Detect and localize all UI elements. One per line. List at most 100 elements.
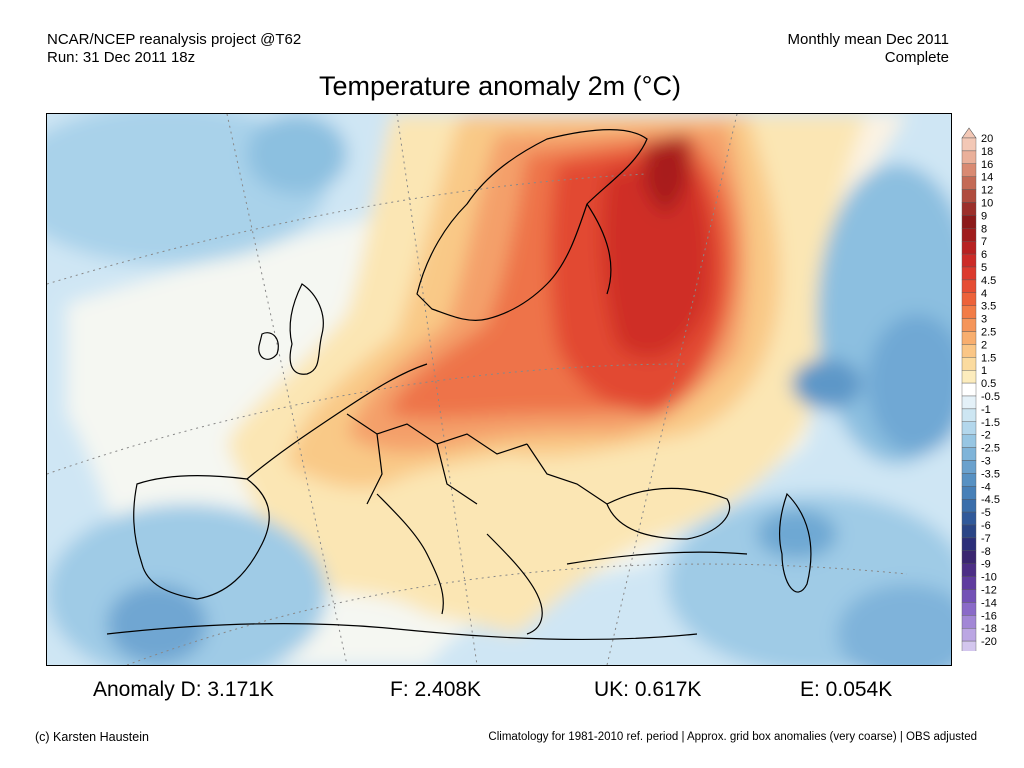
colorbar-label: -1.5 (981, 417, 1000, 429)
colorbar-label: 5 (981, 262, 987, 274)
colorbar-swatch (961, 640, 977, 651)
colorbar-label: 8 (981, 223, 987, 235)
anomaly-map (46, 113, 952, 666)
colorbar-label: 2.5 (981, 327, 996, 339)
colorbar-label: -18 (981, 623, 997, 635)
colorbar-label: -0.5 (981, 391, 1000, 403)
colorbar-label: -16 (981, 610, 997, 622)
colorbar-swatch (961, 589, 977, 603)
header-right: Monthly mean Dec 2011 Complete (788, 31, 949, 67)
colorbar-swatch (961, 460, 977, 474)
colorbar-swatch (961, 447, 977, 461)
colorbar: 201816141210987654.543.532.521.510.5-0.5… (961, 127, 1000, 651)
colorbar-label: -20 (981, 636, 997, 648)
colorbar-swatch (961, 563, 977, 577)
colorbar-swatch (961, 331, 977, 345)
colorbar-arrow-top (961, 127, 977, 139)
stat-uk: UK: 0.617K (594, 678, 702, 701)
status-label: Complete (884, 49, 949, 66)
colorbar-swatch (961, 473, 977, 487)
colorbar-label: -6 (981, 520, 991, 532)
colorbar-label: 3.5 (981, 301, 996, 313)
run-label: Run: 31 Dec 2011 18z (47, 49, 196, 66)
coastlines (106, 128, 812, 641)
colorbar-swatch (961, 421, 977, 435)
stat-france: F: 2.408K (390, 678, 482, 701)
colorbar-label: 7 (981, 236, 987, 248)
colorbar-swatch (961, 253, 977, 268)
colorbar-swatch (961, 408, 977, 422)
colorbar-label: 14 (981, 172, 993, 184)
colorbar-swatch (961, 266, 977, 281)
colorbar-label: 0.5 (981, 378, 996, 390)
colorbar-swatch (961, 305, 977, 319)
colorbar-label: 18 (981, 146, 993, 158)
colorbar-swatch (961, 382, 977, 397)
colorbar-label: -1 (981, 404, 991, 416)
colorbar-swatch (961, 344, 977, 358)
colorbar-swatch (961, 615, 977, 629)
stat-anomaly-de: Anomaly D: 3.171K (93, 678, 274, 701)
colorbar-swatch (961, 292, 977, 306)
header-left: NCAR/NCEP reanalysis project @T62 Run: 3… (47, 31, 301, 67)
colorbar-label: -14 (981, 597, 997, 609)
colorbar-label: 2 (981, 339, 987, 351)
graticule (47, 114, 908, 665)
colorbar-swatch (961, 357, 977, 371)
colorbar-swatch (961, 602, 977, 616)
colorbar-label: -7 (981, 533, 991, 545)
colorbar-label: -9 (981, 559, 991, 571)
colorbar-swatch (961, 150, 977, 164)
colorbar-swatch (961, 499, 977, 513)
map-title: Temperature anomaly 2m (°C) (319, 71, 681, 101)
anomaly-field (47, 114, 951, 665)
colorbar-swatch (961, 318, 977, 332)
colorbar-swatch (961, 434, 977, 448)
colorbar-swatch (961, 511, 977, 526)
colorbar-swatch (961, 550, 977, 564)
colorbar-swatch (961, 628, 977, 642)
colorbar-label: -3.5 (981, 468, 1000, 480)
colorbar-label: 1.5 (981, 352, 996, 364)
colorbar-labels: 201816141210987654.543.532.521.510.5-0.5… (981, 133, 1000, 648)
colorbar-label: 16 (981, 159, 993, 171)
colorbar-label: -3 (981, 456, 991, 468)
stat-spain: E: 0.054K (800, 678, 893, 701)
colorbar-swatch (961, 395, 977, 410)
colorbar-label: -2 (981, 430, 991, 442)
colorbar-swatch (961, 189, 977, 203)
colorbar-label: -10 (981, 572, 997, 584)
source-label: NCAR/NCEP reanalysis project @T62 (47, 31, 302, 48)
colorbar-swatch (961, 202, 977, 216)
colorbar-swatch (961, 176, 977, 190)
colorbar-label: -2.5 (981, 443, 1000, 455)
period-label: Monthly mean Dec 2011 (787, 31, 949, 48)
colorbar-swatch (961, 279, 977, 293)
footnote: Climatology for 1981-2010 ref. period | … (488, 731, 977, 743)
anomaly-map-canvas (47, 114, 951, 665)
colorbar-swatch (961, 163, 977, 177)
colorbar-label: 9 (981, 210, 987, 222)
colorbar-swatches (961, 127, 977, 651)
colorbar-label: 3 (981, 314, 987, 326)
colorbar-swatch (961, 137, 977, 152)
colorbar-swatch (961, 228, 977, 242)
colorbar-swatch (961, 537, 977, 551)
colorbar-label: 4.5 (981, 275, 996, 287)
colorbar-label: 4 (981, 288, 987, 300)
colorbar-label: 10 (981, 198, 993, 210)
colorbar-swatch (961, 369, 977, 384)
colorbar-label: -4 (981, 481, 991, 493)
colorbar-label: 6 (981, 249, 987, 261)
colorbar-label: -8 (981, 546, 991, 558)
colorbar-label: -12 (981, 585, 997, 597)
colorbar-label: 12 (981, 185, 993, 197)
colorbar-swatch (961, 486, 977, 500)
colorbar-swatch (961, 240, 977, 255)
colorbar-swatch (961, 576, 977, 590)
stats-row: Anomaly D: 3.171K F: 2.408K UK: 0.617K E… (0, 678, 1024, 708)
colorbar-label: -5 (981, 507, 991, 519)
colorbar-swatch (961, 524, 977, 539)
colorbar-swatch (961, 215, 977, 229)
credit: (c) Karsten Haustein (35, 730, 149, 744)
